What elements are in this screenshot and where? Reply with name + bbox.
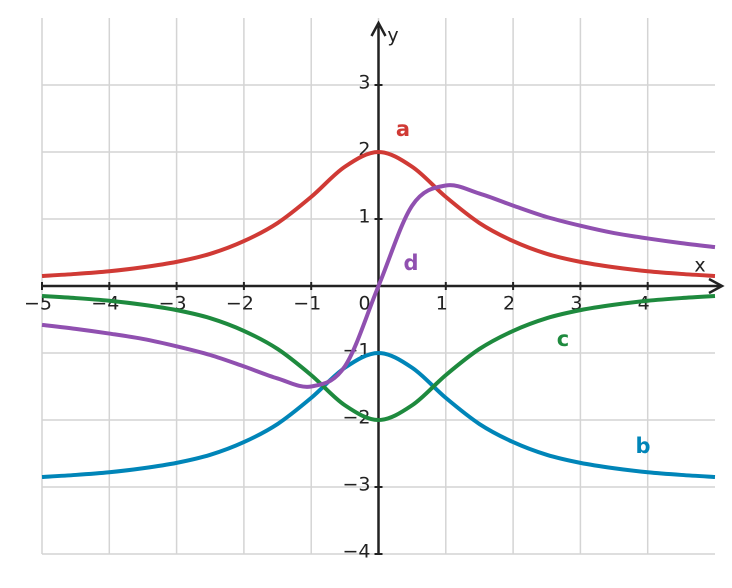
y-tick-label: −4 xyxy=(342,541,370,563)
curve-label: c xyxy=(557,327,569,351)
curve-label: d xyxy=(403,251,418,275)
x-tick-label: 2 xyxy=(503,293,515,315)
curve-label: a xyxy=(396,117,410,141)
y-tick-label: −2 xyxy=(342,407,370,429)
x-axis-label: x xyxy=(694,255,705,277)
y-tick-label: −3 xyxy=(342,474,370,496)
x-axis-arrow xyxy=(708,277,725,295)
curve-label: b xyxy=(635,434,650,458)
y-tick-label: 3 xyxy=(358,72,370,94)
y-axis-arrow xyxy=(370,20,387,37)
y-tick-label: 1 xyxy=(358,206,370,228)
x-tick-label: 4 xyxy=(638,293,650,315)
curve xyxy=(41,294,716,423)
y-axis-label: y xyxy=(387,25,398,47)
x-tick-label: −2 xyxy=(226,293,254,315)
curve xyxy=(41,149,716,278)
x-tick-label: 1 xyxy=(436,293,448,315)
curve xyxy=(41,350,716,479)
x-tick-label: −1 xyxy=(293,293,321,315)
curve xyxy=(41,183,716,389)
x-tick-label: −4 xyxy=(91,293,119,315)
